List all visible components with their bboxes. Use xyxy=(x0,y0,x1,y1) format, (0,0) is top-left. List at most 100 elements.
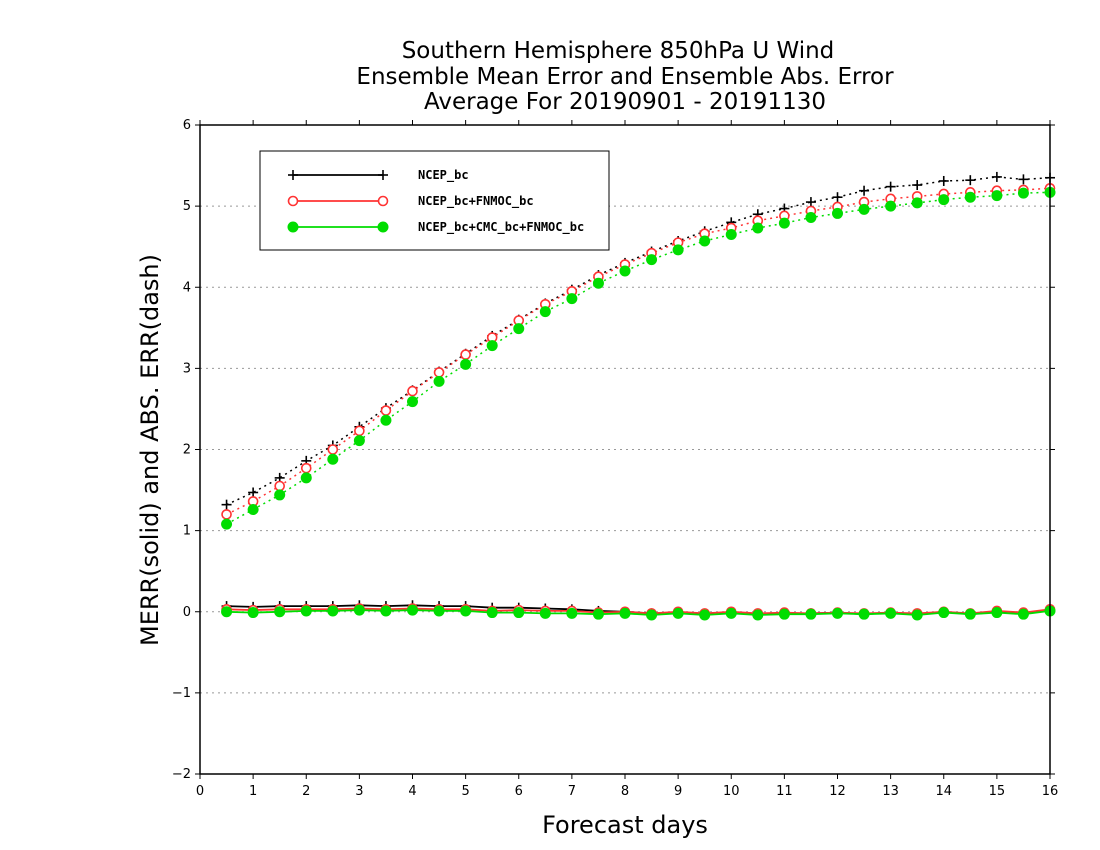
title-line-1: Southern Hemisphere 850hPa U Wind xyxy=(402,38,835,64)
title-line-3: Average For 20190901 - 20191130 xyxy=(424,89,826,115)
abs-err-point xyxy=(885,200,897,212)
plot-area-frame xyxy=(199,124,1051,775)
abs-err-point xyxy=(832,192,843,203)
abs-err-line xyxy=(226,176,1051,506)
mean-err-point xyxy=(911,609,923,621)
mean-err-point xyxy=(513,607,525,619)
abs-err-point xyxy=(859,185,870,196)
x-tick-label: 0 xyxy=(196,784,204,799)
chart-title: Southern Hemisphere 850hPa U Wind Ensemb… xyxy=(356,38,894,115)
mean-err-point xyxy=(274,606,286,618)
y-tick-label: 5 xyxy=(183,199,191,214)
legend-marker-left xyxy=(288,170,298,180)
abs-err-point xyxy=(353,435,365,447)
x-tick-label: 6 xyxy=(515,784,523,799)
mean-err-point xyxy=(539,607,551,619)
abs-err-point xyxy=(354,425,365,437)
y-tick-label: 0 xyxy=(183,605,191,620)
legend-marker-left xyxy=(287,221,299,233)
abs-err-point xyxy=(832,207,843,219)
mean-err-point xyxy=(300,605,312,617)
abs-err-point xyxy=(380,414,392,426)
mean-err-point xyxy=(566,607,578,619)
abs-err-point xyxy=(513,323,525,335)
x-axis-label: Forecast days xyxy=(542,811,708,839)
abs-err-point xyxy=(699,235,711,247)
legend-marker-right xyxy=(378,170,388,180)
mean-err-point xyxy=(832,607,843,619)
abs-err-point xyxy=(486,340,498,352)
x-tick-label: 1 xyxy=(249,784,257,799)
abs-err-point xyxy=(460,349,471,360)
series-layer xyxy=(221,171,1056,621)
abs-err-point xyxy=(991,190,1003,202)
mean-err-point xyxy=(433,605,445,617)
abs-err-point xyxy=(805,197,816,208)
abs-err-point xyxy=(380,405,392,416)
abs-err-point xyxy=(539,306,551,318)
x-tick-label: 3 xyxy=(355,784,363,799)
mean-err-point xyxy=(486,607,498,619)
abs-err-point xyxy=(938,175,949,186)
x-tick-label: 14 xyxy=(935,784,952,799)
abs-err-point xyxy=(858,203,870,215)
legend-item: NCEP_bc+FNMOC_bc xyxy=(287,194,534,209)
abs-err-point xyxy=(619,265,631,277)
legend-item: NCEP_bc+CMC_bc+FNMOC_bc xyxy=(287,220,584,235)
abs-err-point xyxy=(327,453,339,465)
abs-err-point xyxy=(911,197,923,209)
y-tick-label: −2 xyxy=(172,767,191,782)
mean-err-point xyxy=(805,608,817,620)
x-tick-label: 16 xyxy=(1042,784,1059,799)
x-tick-label: 9 xyxy=(674,784,682,799)
mean-err-point xyxy=(752,609,764,621)
legend-marker-left xyxy=(287,195,299,207)
y-tick-label: 2 xyxy=(183,443,191,458)
abs-err-point xyxy=(592,277,604,289)
legend-marker-right xyxy=(377,221,389,233)
mean-err-point xyxy=(725,607,737,619)
legend-label: NCEP_bc xyxy=(418,168,469,183)
x-tick-label: 5 xyxy=(461,784,469,799)
mean-err-point xyxy=(407,604,418,616)
mean-err-point xyxy=(592,608,604,620)
abs-err-point xyxy=(274,489,286,501)
y-tick-label: 1 xyxy=(183,524,191,539)
abs-err-point xyxy=(433,367,445,378)
abs-err-point xyxy=(672,244,684,256)
abs-err-point xyxy=(300,472,312,484)
abs-err-point xyxy=(327,444,339,455)
mean-err-point xyxy=(247,607,259,619)
mean-err-point xyxy=(327,605,339,617)
abs-err-point xyxy=(752,222,764,234)
mean-err-point xyxy=(672,607,684,619)
abs-err-point xyxy=(433,375,445,387)
x-tick-label: 10 xyxy=(723,784,740,799)
abs-err-point xyxy=(221,499,232,510)
mean-err-point xyxy=(938,607,950,619)
mean-err-point xyxy=(353,604,365,616)
abs-err-point xyxy=(247,504,259,516)
gridlines xyxy=(200,205,1050,694)
abs-err-point xyxy=(965,175,976,186)
abs-err-point xyxy=(912,180,923,191)
x-tick-label: 8 xyxy=(621,784,629,799)
mean-err-point xyxy=(221,606,233,618)
y-tick-label: −1 xyxy=(172,686,191,701)
abs-err-point xyxy=(274,480,285,492)
abs-err-point xyxy=(725,229,737,241)
x-tick-label: 4 xyxy=(408,784,416,799)
abs-err-point xyxy=(805,211,817,223)
abs-err-point xyxy=(221,518,233,530)
abs-err-point xyxy=(885,181,896,192)
y-tick-label: 6 xyxy=(183,118,191,133)
abs-err-point xyxy=(646,254,658,266)
y-tick-label: 3 xyxy=(183,361,191,376)
abs-err-point xyxy=(221,509,232,520)
abs-err-point xyxy=(300,462,312,474)
mean-err-point xyxy=(964,608,976,620)
mean-err-point xyxy=(460,605,472,617)
abs-err-point xyxy=(991,171,1002,182)
x-tick-label: 12 xyxy=(829,784,846,799)
